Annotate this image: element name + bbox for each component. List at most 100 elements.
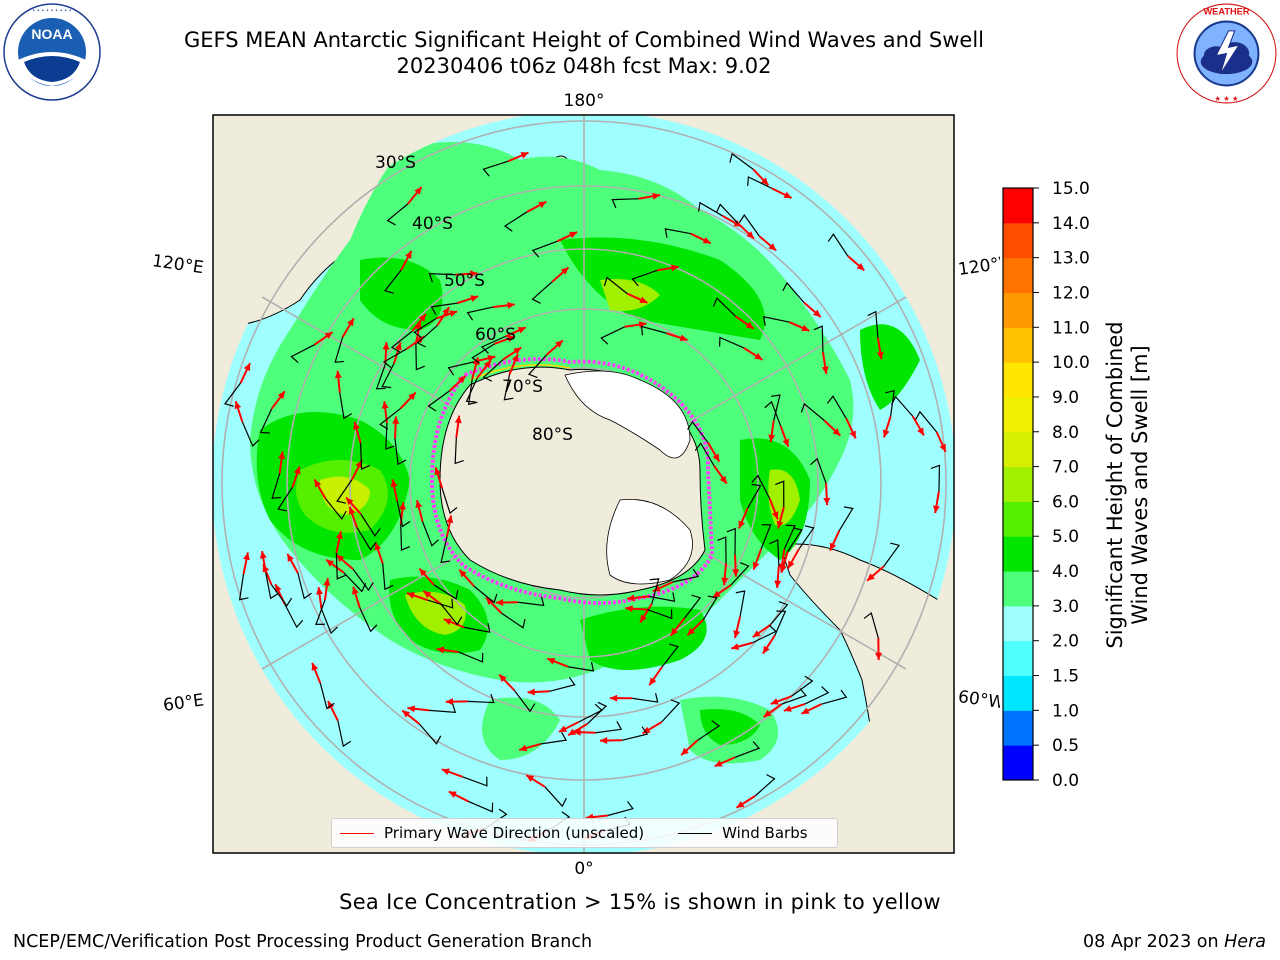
legend-item-wave: Primary Wave Direction (unscaled) [332,824,644,842]
wind-barb [415,343,425,371]
sea-ice-caption: Sea Ice Concentration > 15% is shown in … [339,890,941,914]
wave-arrow-head [774,580,782,588]
wave-arrow-head [732,569,740,577]
wave-arrow-head [787,560,795,569]
wind-barb [782,281,805,303]
wind-barb [810,457,827,484]
wind-barb [661,643,679,668]
colorbar-swatch [1003,571,1033,607]
wind-barb [544,786,567,808]
wind-barb [440,536,451,564]
wind-barb [649,578,660,605]
legend-wind-label: Wind Barbs [722,824,808,842]
wind-barb [290,344,315,363]
wave-arrow-head [733,630,741,639]
lon-label-lower-right: 60°W [957,687,1000,713]
svg-text:★ ★ ★: ★ ★ ★ [1215,94,1239,103]
wind-barb [738,214,760,237]
wave-arrow-head [287,553,294,562]
wind-barb [883,542,901,567]
wave-arrow-head [670,627,678,636]
wave-arrow-head [783,191,792,198]
wave-arrow-head [754,352,763,360]
nws-logo: WEATHER ★ ★ ★ [1176,3,1277,104]
wave-arrow-head [762,645,770,654]
wave-arrow-head [243,552,250,561]
wave-arrow-head [414,186,422,195]
colorbar-tick-label: 0.5 [1052,736,1079,756]
legend-wave-line [340,832,374,834]
wind-barb [517,596,545,607]
wind-barb [382,348,407,369]
wave-arrow-head [259,551,267,559]
colorbar-tick-label: 1.5 [1052,667,1079,687]
wind-barb [764,400,782,427]
wave-arrow-head [768,243,777,251]
wave-arrow-head [538,201,547,209]
svg-text:WEATHER: WEATHER [1203,6,1249,16]
lon-label-lower-left: 60°E [162,690,205,715]
lat-label-40: 40°S [412,214,453,234]
wave-arrow-head [277,391,285,400]
wind-barb [447,361,475,376]
wave-arrow-head [768,434,776,443]
wave-arrow-head [311,662,319,671]
wind-barbs [223,152,941,832]
wave-arrow-head [681,747,689,756]
colorbar-tick-label: 4.0 [1052,562,1079,582]
wind-barb [386,203,409,226]
lat-label-60: 60°S [475,325,516,345]
colorbar-tick-label: 15.0 [1052,180,1090,199]
wind-barb [375,364,386,390]
wave-arrow-head [560,267,569,275]
wave-arrow-head [448,791,457,798]
wave-arrow-head [262,564,270,573]
colorbar-tick-label: 6.0 [1052,492,1079,512]
wave-arrow-head [882,429,890,438]
colorbar-swatch [1003,710,1033,746]
colorbar-tick-label: 13.0 [1052,249,1090,269]
wind-barb [754,774,776,797]
colorbar-swatch [1003,536,1033,572]
footer-date: 08 Apr 2023 on Hera [1083,932,1266,952]
wave-arrow-head [511,353,519,362]
wind-barb [647,609,673,620]
colorbar-tick-label: 2.0 [1052,632,1079,652]
wave-arrow-head [712,453,720,462]
lat-label-50: 50°S [444,271,485,291]
wind-barb [672,568,700,583]
wind-barb [223,382,242,407]
wave-arrow-head [627,594,635,602]
wave-arrow-head [517,327,526,334]
wave-arrow-head [714,760,723,767]
wave-arrow-head [407,705,415,713]
wave-arrow-head [801,324,810,332]
wind-barb [394,438,407,466]
wind-barb [381,363,395,389]
wave-arrow-head [752,630,761,638]
wind-barb [400,524,411,551]
colorbar-tick-label: 14.0 [1052,214,1090,234]
wind-barb [769,539,780,567]
wind-barb [600,326,625,345]
wave-arrow-head [738,520,745,529]
wave-arrow-head [324,332,333,340]
wave-arrow-head [856,263,865,271]
wave-arrow-head [702,237,711,244]
colorbar-swatch [1003,501,1033,537]
colorbar-tick-label: 5.0 [1052,527,1079,547]
wind-barb [586,701,608,725]
wind-barb [271,473,282,499]
wave-arrow-head [876,351,884,360]
wind-barb [631,269,658,287]
sea-ice-edge [429,357,715,605]
wave-arrow-head [719,475,727,484]
wind-barb [735,590,746,617]
wave-arrow-head [408,392,416,401]
wind-barb [458,651,484,663]
wind-barb [433,584,459,600]
colorbar-swatch [1003,745,1033,781]
wave-arrow-head [436,646,445,654]
wind-barb [466,306,494,321]
colorbar-label-line2: Wind Waves and Swell [m] [1128,345,1152,625]
